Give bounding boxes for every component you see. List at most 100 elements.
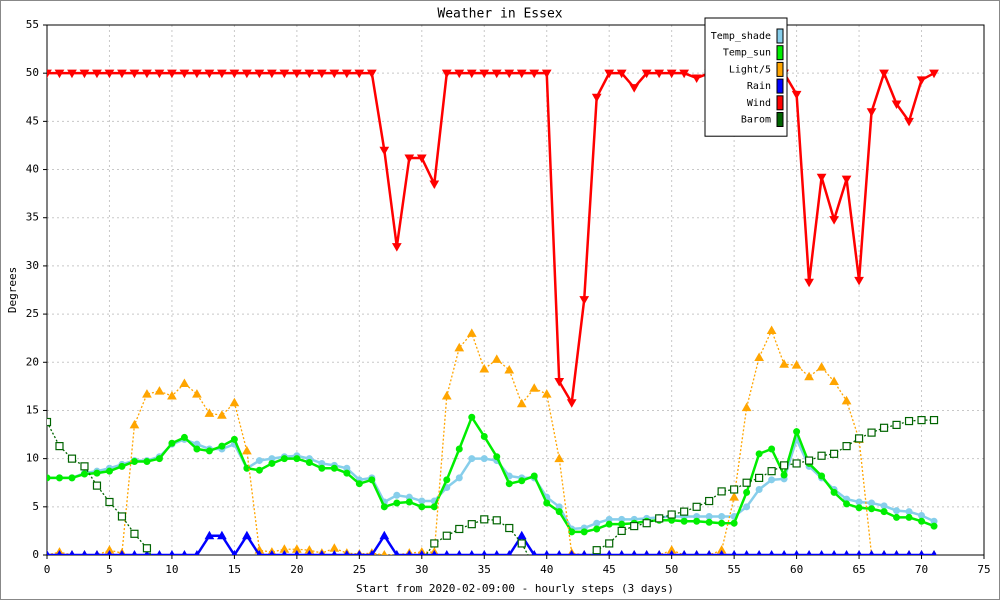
point xyxy=(169,549,175,555)
point xyxy=(479,364,490,373)
point xyxy=(581,549,588,555)
point xyxy=(242,445,252,455)
point xyxy=(330,464,338,472)
point xyxy=(118,462,126,470)
point xyxy=(681,549,688,555)
point xyxy=(767,467,776,476)
point xyxy=(931,549,937,555)
x-tick-label: 70 xyxy=(915,563,928,576)
point xyxy=(641,69,652,79)
point xyxy=(918,511,926,519)
point xyxy=(481,549,488,555)
point xyxy=(818,549,825,555)
point xyxy=(905,513,913,521)
point xyxy=(604,69,615,79)
point xyxy=(418,497,426,505)
legend-label: Temp_sun xyxy=(723,48,771,59)
point xyxy=(516,69,527,79)
point xyxy=(368,476,376,484)
point xyxy=(543,499,551,507)
point xyxy=(693,517,701,525)
point xyxy=(892,420,901,430)
point xyxy=(480,515,489,524)
x-tick-label: 40 xyxy=(540,563,553,576)
point xyxy=(492,516,501,525)
point xyxy=(406,549,413,555)
point xyxy=(755,473,764,483)
point xyxy=(368,549,375,555)
point xyxy=(829,376,839,386)
point xyxy=(255,457,263,465)
point xyxy=(605,539,614,548)
point xyxy=(305,458,313,466)
point xyxy=(918,517,926,525)
point xyxy=(780,461,789,470)
point xyxy=(441,69,452,79)
point xyxy=(92,481,102,490)
y-tick-label: 15 xyxy=(26,403,39,416)
point xyxy=(230,435,238,443)
y-tick-label: 35 xyxy=(26,211,39,224)
point xyxy=(354,69,365,79)
point xyxy=(130,529,139,538)
point xyxy=(418,549,425,555)
point xyxy=(80,470,88,478)
point xyxy=(131,549,138,555)
point xyxy=(168,439,176,447)
point xyxy=(217,530,227,540)
point xyxy=(204,408,215,417)
point xyxy=(630,521,639,531)
legend-swatch xyxy=(776,78,784,94)
point xyxy=(905,508,913,516)
point xyxy=(106,549,113,555)
point xyxy=(531,549,538,555)
point xyxy=(705,496,714,506)
point xyxy=(117,512,127,521)
point xyxy=(47,69,52,79)
point xyxy=(119,549,125,555)
point xyxy=(929,69,939,79)
point xyxy=(318,549,325,555)
point xyxy=(904,416,914,426)
point xyxy=(591,93,602,103)
point xyxy=(167,69,177,79)
point xyxy=(529,383,540,392)
point xyxy=(217,410,227,419)
point xyxy=(668,549,675,555)
x-tick-label: 10 xyxy=(165,563,178,576)
point xyxy=(891,100,902,110)
point xyxy=(867,428,876,437)
point xyxy=(229,69,240,79)
point xyxy=(179,378,190,387)
plot-area xyxy=(47,25,984,555)
point xyxy=(491,69,502,79)
point xyxy=(804,456,814,465)
point xyxy=(554,378,565,387)
point xyxy=(254,69,265,79)
point xyxy=(504,69,515,79)
point xyxy=(779,359,789,368)
point xyxy=(541,69,552,79)
legend-swatch xyxy=(776,28,784,44)
point xyxy=(804,371,814,381)
point xyxy=(94,549,100,555)
point xyxy=(468,549,475,555)
point xyxy=(717,487,726,496)
point xyxy=(217,69,227,79)
point xyxy=(830,488,838,496)
point xyxy=(566,399,577,408)
point xyxy=(192,389,202,398)
point xyxy=(756,549,762,555)
legend-box xyxy=(704,17,788,137)
point xyxy=(242,69,252,79)
point xyxy=(617,526,626,536)
point xyxy=(405,498,413,506)
point xyxy=(193,445,201,453)
point xyxy=(231,549,238,555)
point xyxy=(80,462,89,471)
point xyxy=(829,449,839,458)
point xyxy=(893,549,900,555)
point xyxy=(443,476,451,484)
point xyxy=(793,428,801,436)
